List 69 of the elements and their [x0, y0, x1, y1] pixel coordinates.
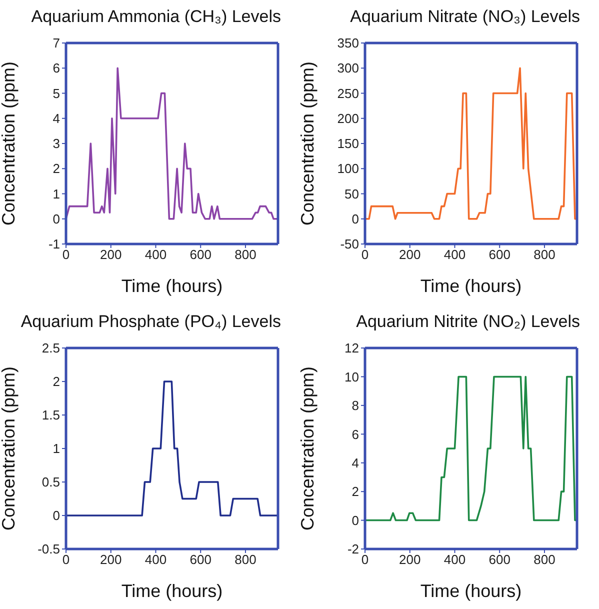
x-tick-label: 0 [62, 552, 70, 567]
chart-title: Aquarium Nitrite (NO₂) Levels [355, 310, 581, 332]
x-tick-label: 800 [534, 247, 556, 262]
y-tick-label: 4 [352, 454, 359, 470]
y-tick-label: -2 [347, 541, 359, 556]
y-tick-label: 2 [52, 161, 60, 176]
y-tick-label: 5 [52, 86, 60, 101]
x-tick-label: 800 [234, 247, 256, 262]
y-tick-label: -1 [48, 236, 60, 252]
x-tick-label: 400 [144, 247, 167, 262]
y-tick-label: 1.5 [42, 407, 60, 422]
y-axis-title: Concentration (ppm) [0, 366, 18, 530]
x-axis-title: Time (hours) [121, 580, 223, 600]
y-tick-label: -50 [340, 236, 359, 252]
x-tick-label: 0 [62, 247, 70, 262]
y-tick-label: 1 [52, 186, 60, 202]
x-tick-label: 400 [144, 552, 167, 567]
y-tick-label: 100 [337, 161, 359, 176]
x-axis-title: Time (hours) [121, 276, 223, 296]
y-tick-label: 50 [344, 186, 359, 202]
y-tick-label: 6 [52, 60, 60, 76]
x-tick-label: 200 [399, 247, 421, 262]
x-tick-label: 0 [361, 552, 369, 567]
x-tick-label: 400 [444, 552, 466, 567]
line-series [66, 67, 278, 220]
chart-title: Aquarium Nitrate (NO₃) Levels [349, 6, 581, 28]
y-tick-label: 10 [344, 368, 359, 384]
y-tick-label: 2 [352, 484, 359, 499]
line-series [365, 375, 577, 521]
y-axis-title: Concentration (ppm) [0, 61, 18, 226]
x-tick-label: 600 [488, 552, 510, 567]
y-tick-label: 200 [337, 110, 359, 126]
x-tick-label: 800 [534, 552, 556, 567]
x-tick-label: 600 [190, 552, 212, 567]
x-tick-label: 400 [444, 247, 466, 262]
x-tick-label: 600 [190, 247, 212, 262]
y-tick-label: 4 [52, 110, 60, 126]
y-tick-label: 2 [52, 374, 60, 389]
y-tick-label: 7 [52, 36, 60, 51]
y-tick-label: 0.5 [42, 474, 60, 490]
y-tick-label: 1 [52, 440, 60, 456]
y-tick-label: 150 [337, 136, 359, 152]
x-axis-title: Time (hours) [420, 580, 522, 600]
chart-title: Aquarium Phosphate (PO₄) Levels [20, 310, 282, 332]
y-tick-label: 0 [352, 211, 359, 226]
y-tick-label: 250 [337, 86, 359, 101]
y-tick-label: 8 [352, 398, 359, 413]
x-axis-title: Time (hours) [420, 276, 522, 296]
y-tick-label: 300 [337, 60, 359, 76]
y-tick-label: -0.5 [38, 541, 60, 556]
x-tick-label: 800 [234, 552, 256, 567]
x-tick-label: 200 [100, 552, 122, 567]
line-series [66, 380, 278, 516]
y-tick-label: 6 [352, 426, 359, 442]
x-tick-label: 600 [488, 247, 510, 262]
y-axis-title: Concentration (ppm) [297, 61, 318, 226]
y-tick-label: 0 [52, 508, 60, 523]
x-tick-label: 200 [399, 552, 421, 567]
line-series [365, 67, 577, 220]
chart-title: Aquarium Ammonia (CH₃) Levels [30, 6, 282, 28]
y-tick-label: 350 [337, 36, 359, 51]
y-tick-label: 3 [52, 136, 60, 152]
y-axis-title: Concentration (ppm) [297, 366, 318, 530]
y-tick-label: 0 [352, 512, 359, 528]
y-tick-label: 0 [52, 211, 60, 226]
x-tick-label: 200 [100, 247, 122, 262]
y-tick-label: 12 [344, 340, 359, 356]
y-tick-label: 2.5 [42, 340, 60, 356]
x-tick-label: 0 [361, 247, 369, 262]
